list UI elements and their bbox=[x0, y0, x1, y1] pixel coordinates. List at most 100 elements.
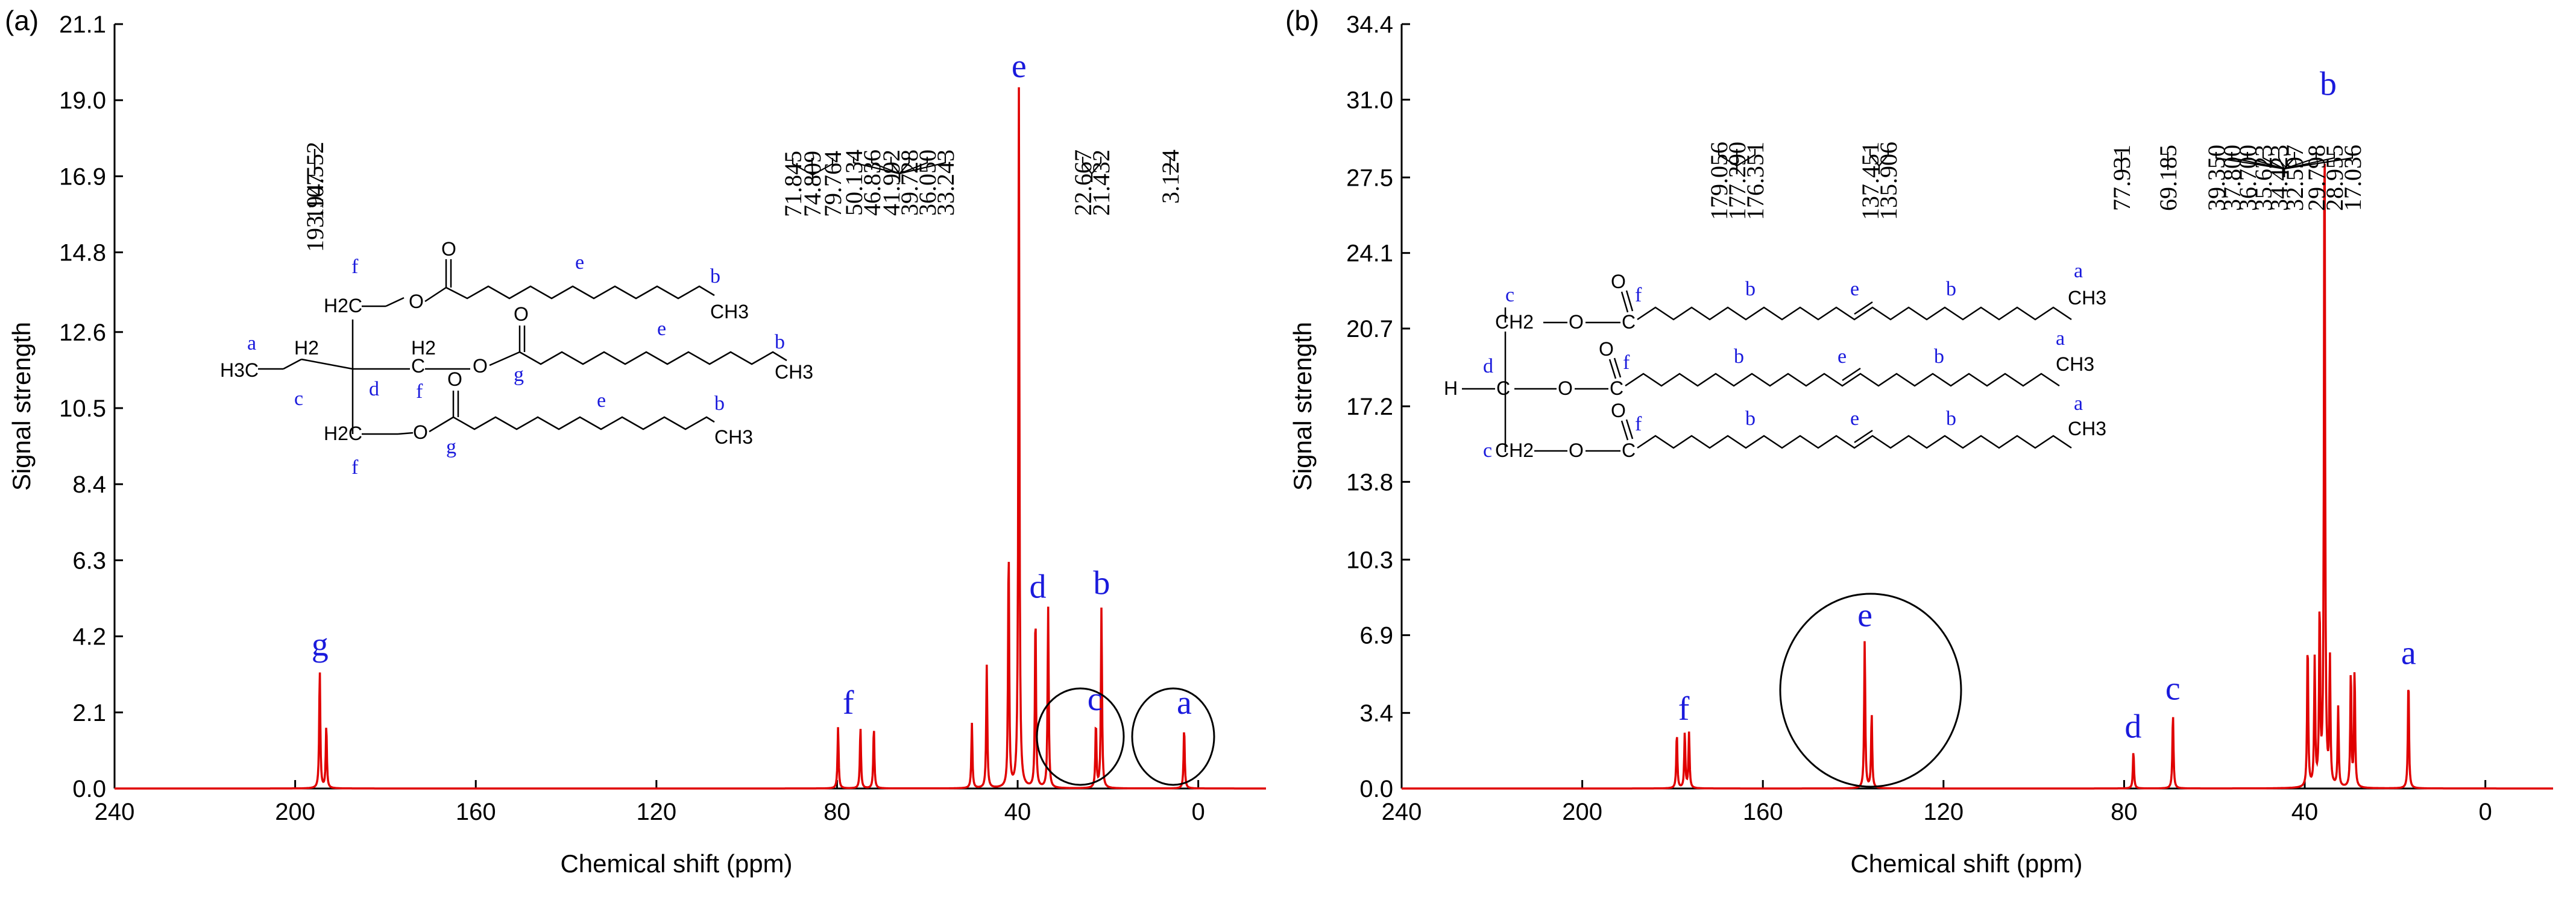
assignment-label: a bbox=[2401, 635, 2416, 672]
mol-b-label-e1: e bbox=[1850, 278, 1859, 300]
mol-a-label-e3: e bbox=[597, 389, 606, 412]
mol-a-label-g1: g bbox=[514, 364, 524, 386]
mol-a-atom-ch3-3: CH3 bbox=[714, 426, 753, 448]
mol-b-label-f3: f bbox=[1635, 413, 1642, 435]
mol-b-label-b3: b bbox=[1734, 345, 1744, 368]
x-tick-label: 0 bbox=[2479, 799, 2492, 825]
y-tick-label: 16.9 bbox=[59, 163, 106, 190]
mol-a-atom-h2c-top: H2C bbox=[324, 295, 362, 316]
mol-a-atom-h2c-bottom: H2C bbox=[324, 423, 362, 444]
mol-a-bond bbox=[385, 297, 405, 307]
mol-b-label-c1: c bbox=[1505, 284, 1514, 306]
y-tick-label: 4.2 bbox=[72, 624, 106, 650]
y-tick-label: 0.0 bbox=[1359, 776, 1393, 802]
mol-a-label-e2: e bbox=[657, 318, 666, 340]
x-tick-label: 200 bbox=[1562, 799, 1602, 825]
mol-a-atom-c-mid: C bbox=[411, 355, 425, 377]
mol-b-atom-o1: O bbox=[1569, 311, 1584, 333]
mol-b-label-d: d bbox=[1483, 355, 1493, 377]
mol-b-atom-ch3-2: CH3 bbox=[2056, 353, 2094, 375]
x-tick-label: 80 bbox=[824, 799, 851, 825]
panel-b-label: (b) bbox=[1285, 5, 1319, 36]
mol-a-bond bbox=[301, 358, 353, 370]
panel-a: (a) 240 200 160 120 80 40 0 0.0 2.1 4.2 6.3 8.4 10.… bbox=[5, 5, 1266, 878]
mol-b-atom-ch2-bottom: CH2 bbox=[1495, 439, 1534, 461]
panel-b-x-ticks: 240 200 160 120 80 40 0 bbox=[1382, 780, 2492, 825]
y-tick-label: 14.8 bbox=[59, 240, 106, 266]
peak-value-label: 193.107 bbox=[301, 174, 329, 252]
peak-label-leader bbox=[1736, 149, 1756, 174]
y-tick-label: 8.4 bbox=[72, 471, 106, 498]
mol-a-label-a: a bbox=[247, 332, 256, 354]
assignment-label: d bbox=[2124, 708, 2141, 745]
mol-b-atom-ch3-1: CH3 bbox=[2068, 287, 2106, 309]
panel-b-circle-e bbox=[1779, 593, 1962, 788]
mol-a-bond bbox=[489, 351, 520, 367]
mol-b-double-bond3 bbox=[1854, 429, 1873, 444]
mol-b-atom-o-carbonyl1: O bbox=[1611, 271, 1626, 292]
y-tick-label: 20.7 bbox=[1346, 316, 1393, 342]
mol-b-label-f1: f bbox=[1635, 284, 1642, 306]
y-tick-label: 3.4 bbox=[1359, 700, 1393, 727]
panel-b-y-ticks: 0.0 3.4 6.9 10.3 13.8 17.2 20.7 24.1 27.5 31.0 34.… bbox=[1346, 11, 1410, 802]
assignment-label: c bbox=[1088, 681, 1103, 718]
mol-b-label-f2: f bbox=[1623, 351, 1630, 374]
mol-b-label-e3: e bbox=[1850, 408, 1859, 430]
x-tick-label: 40 bbox=[1004, 799, 1031, 825]
mol-b-label-a2: a bbox=[2056, 327, 2065, 350]
mol-a-label-f2: f bbox=[416, 380, 423, 403]
peak-label-leader bbox=[898, 157, 946, 182]
assignment-label: f bbox=[843, 684, 854, 722]
mol-a-atom-o1: O bbox=[409, 291, 424, 312]
x-tick-label: 0 bbox=[1192, 799, 1205, 825]
mol-b-atom-c3: C bbox=[1622, 439, 1636, 461]
peak-label-leader bbox=[2283, 152, 2354, 177]
x-tick-label: 120 bbox=[1923, 799, 1963, 825]
mol-a-label-f1: f bbox=[351, 256, 359, 278]
mol-b-atom-c1: C bbox=[1622, 311, 1636, 333]
mol-b-label-b4: b bbox=[1934, 345, 1944, 368]
mol-b-bond bbox=[1613, 357, 1622, 378]
assignment-label: b bbox=[2320, 65, 2337, 102]
x-tick-label: 40 bbox=[2291, 799, 2319, 825]
mol-b-double-bond1 bbox=[1854, 301, 1873, 315]
panel-b-spectrum-trace bbox=[1402, 163, 2553, 790]
mol-a-chain3 bbox=[453, 416, 715, 430]
mol-b-atom-c2: C bbox=[1610, 377, 1623, 399]
mol-a-atom-o2: O bbox=[473, 355, 488, 377]
mol-b-chain1 bbox=[1637, 306, 2072, 321]
mol-b-label-a1: a bbox=[2074, 260, 2083, 282]
mol-b-chain3 bbox=[1637, 435, 2072, 449]
mol-a-label-d: d bbox=[369, 378, 379, 400]
mol-b-atom-o-carbonyl2: O bbox=[1599, 338, 1614, 360]
mol-b-label-b5: b bbox=[1745, 408, 1756, 430]
panel-a-spectrum-trace bbox=[115, 87, 1266, 790]
mol-a-bond bbox=[397, 432, 414, 435]
mol-a-label-b2: b bbox=[775, 331, 785, 353]
mol-a-atom-h2-mid: H2 bbox=[411, 337, 436, 359]
y-tick-label: 24.1 bbox=[1346, 241, 1393, 267]
peak-label-leader bbox=[1091, 157, 1102, 182]
panel-b-y-axis-title: Signal strength bbox=[1288, 322, 1317, 491]
y-tick-label: 12.6 bbox=[59, 319, 106, 346]
mol-b-atom-o3: O bbox=[1569, 439, 1584, 461]
panel-a-y-axis-title: Signal strength bbox=[7, 322, 36, 491]
mol-a-atom-h2-left: H2 bbox=[294, 337, 319, 359]
assignment-label: b bbox=[1093, 565, 1110, 602]
y-tick-label: 2.1 bbox=[72, 700, 106, 726]
mol-b-atom-ch3-3: CH3 bbox=[2068, 418, 2106, 439]
y-tick-label: 31.0 bbox=[1346, 87, 1393, 113]
mol-a-label-b3: b bbox=[714, 392, 725, 415]
panel-a-molecule: f H2C O O e b CH3 a H3C H2 c d H2 C f bbox=[220, 238, 813, 479]
y-tick-label: 6.9 bbox=[1359, 623, 1393, 649]
mol-a-atom-o-carbonyl1: O bbox=[441, 238, 456, 260]
y-tick-label: 21.1 bbox=[59, 11, 106, 38]
mol-b-atom-o2: O bbox=[1558, 377, 1573, 399]
mol-a-chain2 bbox=[519, 351, 787, 365]
mol-a-label-f3: f bbox=[351, 456, 359, 479]
x-tick-label: 160 bbox=[456, 799, 496, 825]
mol-b-bond bbox=[1625, 419, 1634, 439]
